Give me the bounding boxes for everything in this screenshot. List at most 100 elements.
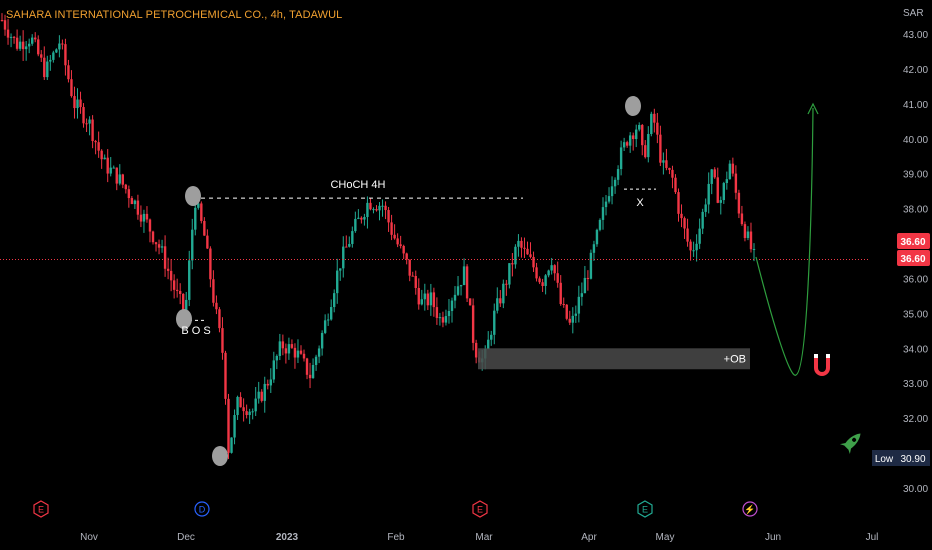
candle-body xyxy=(683,218,686,229)
candle-body xyxy=(169,270,173,281)
event-icon-hex xyxy=(637,500,653,518)
candle-body xyxy=(49,59,52,62)
candle-body xyxy=(293,347,297,358)
candle-body xyxy=(689,241,692,251)
candle-body xyxy=(157,244,161,248)
candle-body xyxy=(197,203,200,208)
candle-body xyxy=(278,341,282,356)
bos-marker xyxy=(176,309,192,329)
candle-body xyxy=(722,183,725,201)
candle-body xyxy=(18,41,22,49)
candle-body xyxy=(88,119,91,124)
candle-body xyxy=(616,169,620,180)
x-tick-label: Feb xyxy=(387,532,405,543)
candle-body xyxy=(520,240,523,248)
axes-layer: 43.0042.0041.0040.0039.0038.0037.0036.00… xyxy=(33,30,930,543)
candle-body xyxy=(175,289,179,291)
candle-body xyxy=(429,292,433,306)
candle-body xyxy=(677,192,680,214)
candle-body xyxy=(348,243,351,247)
candle-body xyxy=(308,374,312,379)
candle-body xyxy=(529,254,532,257)
choch-label: CHoCH 4H xyxy=(330,179,385,191)
x-tick-label: Jul xyxy=(866,532,879,543)
x-tick-label: Apr xyxy=(581,532,597,543)
candle-body xyxy=(58,43,61,50)
y-tick-label: 40.00 xyxy=(903,135,928,146)
candle-body xyxy=(541,282,544,286)
candle-body xyxy=(656,122,659,135)
candle-body xyxy=(245,411,248,416)
candle-body xyxy=(680,213,683,219)
low-marker xyxy=(212,446,228,466)
candle-body xyxy=(459,285,463,287)
candle-body xyxy=(526,248,529,255)
candle-body xyxy=(339,268,342,271)
candle-body xyxy=(628,135,632,146)
event-icon-2: E xyxy=(472,500,488,518)
candle-body xyxy=(613,179,617,187)
x-tick-label: May xyxy=(656,532,675,543)
event-icon-0: E xyxy=(33,500,49,518)
candle-body xyxy=(275,355,279,361)
candle-body xyxy=(532,256,535,268)
candle-body xyxy=(574,313,578,316)
candle-body xyxy=(6,29,10,38)
candle-body xyxy=(363,216,366,220)
rocket-body xyxy=(844,433,861,450)
candle-body xyxy=(396,238,399,245)
candle-body xyxy=(218,309,221,329)
candle-body xyxy=(263,383,266,401)
candle-body xyxy=(46,61,49,78)
low-label: Low xyxy=(875,454,894,465)
candle-body xyxy=(302,353,306,359)
currency-label: SAR xyxy=(903,8,924,19)
x-tick-label: 2023 xyxy=(276,532,299,543)
candle-body xyxy=(185,299,188,311)
y-tick-label: 38.00 xyxy=(903,205,928,216)
last-price-badge-secondary: 36.60 xyxy=(900,254,925,265)
candle-body xyxy=(215,302,218,310)
candle-body xyxy=(272,360,276,380)
candle-body xyxy=(698,228,701,244)
candle-body xyxy=(12,36,16,38)
candle-body xyxy=(227,398,230,453)
candle-body xyxy=(326,319,330,321)
candle-body xyxy=(269,379,272,386)
magnet-icon xyxy=(814,354,830,376)
candle-body xyxy=(142,213,146,222)
last-price-badge: 36.60 xyxy=(900,237,925,248)
candle-body xyxy=(369,202,372,210)
candle-body xyxy=(571,315,574,323)
candle-body xyxy=(281,341,285,349)
candle-body xyxy=(34,37,37,40)
candle-body xyxy=(37,39,40,55)
candle-body xyxy=(644,145,647,158)
candle-body xyxy=(638,125,641,130)
candle-body xyxy=(384,205,387,211)
candle-body xyxy=(94,141,97,143)
candle-body xyxy=(432,292,436,308)
candle-body xyxy=(514,246,517,265)
candle-body xyxy=(671,169,674,178)
candle-body xyxy=(499,298,502,304)
event-icon-hex xyxy=(33,500,49,518)
candle-body xyxy=(43,57,46,78)
candle-body xyxy=(420,299,423,305)
candle-body xyxy=(299,350,303,354)
candle-body xyxy=(589,252,593,279)
candle-body xyxy=(468,298,472,306)
candle-body xyxy=(743,224,747,238)
candle-body xyxy=(586,277,590,279)
candle-body xyxy=(538,278,541,283)
candle-body xyxy=(188,260,191,300)
candle-body xyxy=(233,415,236,438)
candle-body xyxy=(15,37,19,49)
last-price-badge-bg xyxy=(897,233,930,249)
candle-body xyxy=(405,253,408,260)
candle-body xyxy=(665,160,668,168)
candle-body xyxy=(426,293,430,306)
candle-body xyxy=(710,169,713,184)
event-icon-letter: E xyxy=(642,505,648,515)
